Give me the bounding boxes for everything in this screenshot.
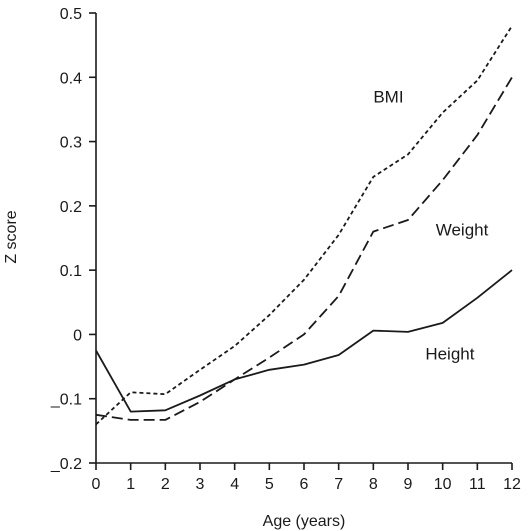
y-tick-label: 0.2 — [60, 199, 82, 216]
y-tick-label: 0.4 — [60, 70, 82, 87]
y-tick-label: 0 — [73, 327, 82, 344]
y-tick-label: 0.1 — [60, 263, 82, 280]
series-label-height: Height — [425, 345, 474, 364]
x-axis-title: Age (years) — [263, 513, 346, 530]
x-tick-label: 4 — [230, 476, 239, 493]
x-tick-label: 10 — [434, 476, 452, 493]
y-tick-label: 0.5 — [60, 6, 82, 23]
y-tick-label: _0.2 — [50, 456, 82, 473]
y-tick-label: _0.1 — [50, 392, 82, 409]
y-tick-label: 0.3 — [60, 135, 82, 152]
x-tick-label: 0 — [92, 476, 101, 493]
x-tick-label: 9 — [404, 476, 413, 493]
x-tick-label: 12 — [503, 476, 521, 493]
chart-series: BMI Weight Height — [95, 25, 513, 426]
x-tick-label: 5 — [265, 476, 274, 493]
x-tick-label: 8 — [369, 476, 378, 493]
series-line-weight — [95, 76, 513, 421]
series-line-bmi — [95, 25, 513, 426]
y-axis-title: Z score — [3, 210, 20, 263]
series-label-bmi: BMI — [373, 88, 403, 107]
chart-axes: 0.50.40.30.20.10_0.1_0.20 1 2 3 4 5 6 7 8 9 10 11 12 — [50, 6, 521, 493]
x-tick-label: 7 — [334, 476, 343, 493]
series-line-height — [95, 269, 513, 413]
x-tick-label: 6 — [300, 476, 309, 493]
series-label-weight: Weight — [436, 221, 489, 240]
x-tick-label: 2 — [161, 476, 170, 493]
x-tick-label: 3 — [196, 476, 205, 493]
x-tick-label: 11 — [469, 476, 486, 493]
x-tick-label: 1 — [126, 476, 135, 493]
